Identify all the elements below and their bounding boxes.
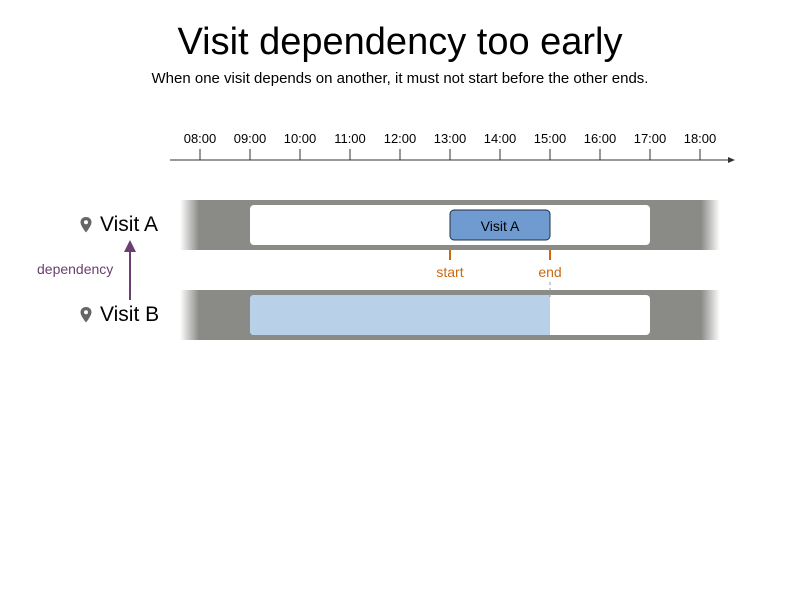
tick-label: 11:00 bbox=[334, 131, 366, 146]
visit-a-label: Visit A bbox=[100, 213, 158, 236]
dependency-label: dependency bbox=[37, 261, 114, 277]
end-marker-label: end bbox=[538, 264, 562, 280]
location-pin-icon bbox=[80, 307, 92, 323]
diagram-title: Visit dependency too early bbox=[177, 21, 623, 63]
tick-label: 16:00 bbox=[584, 131, 617, 146]
tick-label: 18:00 bbox=[684, 131, 717, 146]
tick-label: 10:00 bbox=[284, 131, 317, 146]
time-axis-arrow bbox=[728, 157, 735, 163]
time-axis-ticks: 08:00 09:00 10:00 11:00 12:00 13:00 14:00 15:00… bbox=[184, 131, 717, 160]
tick-label: 13:00 bbox=[434, 131, 467, 146]
visit-a-block-label: Visit A bbox=[481, 218, 520, 234]
tick-label: 17:00 bbox=[634, 131, 667, 146]
visit-a-scheduled-block[interactable] bbox=[449, 209, 551, 241]
tick-label: 14:00 bbox=[484, 131, 517, 146]
tick-label: 15:00 bbox=[534, 131, 567, 146]
tick-label: 08:00 bbox=[184, 131, 217, 146]
diagram-subtitle: When one visit depends on another, it mu… bbox=[151, 70, 649, 87]
tick-label: 09:00 bbox=[234, 131, 267, 146]
visit-b-label: Visit B bbox=[100, 303, 160, 326]
visit-b-too-early-region bbox=[250, 295, 550, 335]
tick-label: 12:00 bbox=[384, 131, 417, 146]
start-marker-label: start bbox=[436, 264, 464, 280]
dependency-arrow-head bbox=[124, 240, 136, 252]
location-pin-icon bbox=[80, 217, 92, 233]
